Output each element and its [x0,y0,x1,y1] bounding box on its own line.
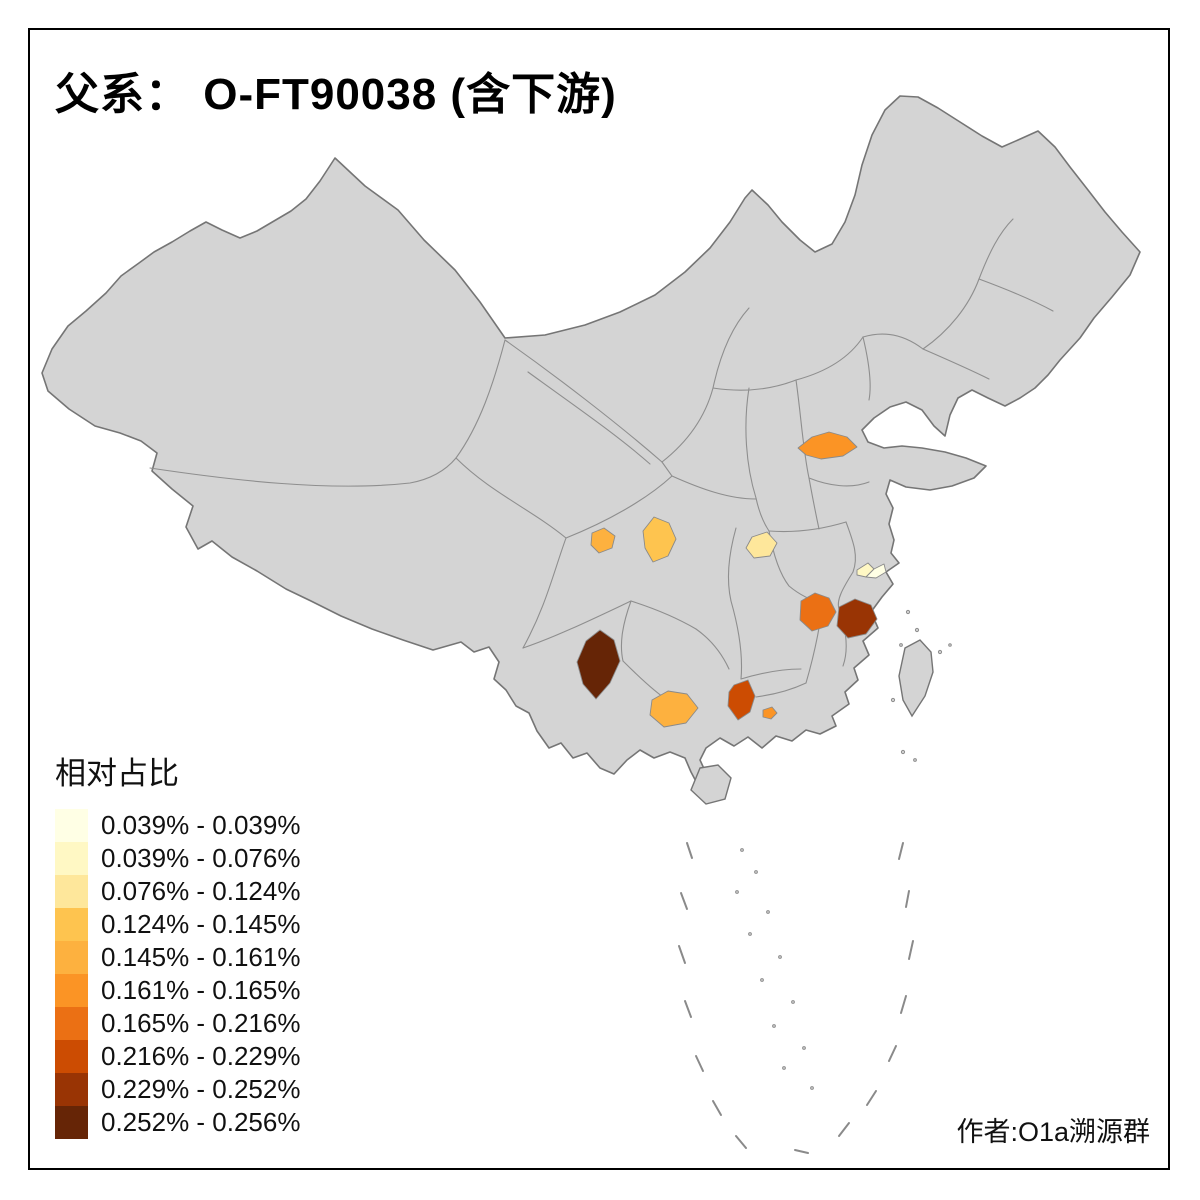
figure-title: 父系： O-FT90038 (含下游) [55,70,617,119]
legend-row: 0.124% - 0.145% [55,908,300,941]
region-north-china [797,431,858,460]
legend-row: 0.216% - 0.229% [55,1040,300,1073]
legend-label: 0.165% - 0.216% [101,1008,301,1038]
region-yunnan-central [576,629,621,700]
legend-swatch [55,1007,88,1040]
province-borders [149,218,1054,702]
legend-label: 0.124% - 0.145% [101,909,301,939]
legend-swatch [55,842,88,875]
author-credit: 作者:O1a溯源群 [956,1117,1150,1147]
legend-label: 0.252% - 0.256% [101,1107,301,1137]
legend-label: 0.161% - 0.165% [101,975,301,1005]
legend-swatch [55,875,88,908]
legend-title: 相对占比 [55,756,179,791]
legend-swatch [55,809,88,842]
legend-row: 0.076% - 0.124% [55,875,300,908]
legend-rows: 0.039% - 0.039% 0.039% - 0.076% 0.076% - 0… [55,809,300,1139]
legend-row: 0.229% - 0.252% [55,1073,300,1106]
legend-swatch [55,1106,88,1139]
region-hubei-west [745,531,778,559]
legend: 相对占比 0.039% - 0.039% 0.039% - 0.076% 0.076… [55,748,300,1139]
legend-label: 0.216% - 0.229% [101,1041,301,1071]
legend-swatch [55,908,88,941]
legend-row: 0.252% - 0.256% [55,1106,300,1139]
legend-row: 0.145% - 0.161% [55,941,300,974]
region-guangxi-central [649,690,699,728]
legend-swatch [55,974,88,1007]
region-jiangxi-north [799,592,837,632]
legend-label: 0.039% - 0.076% [101,843,301,873]
legend-row: 0.161% - 0.165% [55,974,300,1007]
region-sichuan-east [642,516,677,563]
south-china-sea-dashes [678,842,914,1154]
region-shanghai-east [865,563,887,579]
legend-label: 0.039% - 0.039% [101,810,301,840]
legend-row: 0.039% - 0.076% [55,842,300,875]
legend-label: 0.145% - 0.161% [101,942,301,972]
legend-swatch [55,1040,88,1073]
mainland [41,95,1141,805]
region-guangdong-east-dot [762,706,778,720]
legend-swatch [55,1073,88,1106]
region-guangdong-north [727,679,756,721]
region-zhejiang-west [836,598,878,639]
legend-label: 0.229% - 0.252% [101,1074,301,1104]
highlighted-regions [576,431,887,728]
south-china-sea-islands [735,848,814,1090]
legend-label: 0.076% - 0.124% [101,876,301,906]
coastal-island-specks [890,609,952,762]
legend-row: 0.039% - 0.039% [55,809,300,842]
taiwan-island [898,639,934,718]
region-sichuan-central [590,527,616,554]
legend-swatch [55,941,88,974]
hainan-island [690,764,732,805]
legend-row: 0.165% - 0.216% [55,1007,300,1040]
